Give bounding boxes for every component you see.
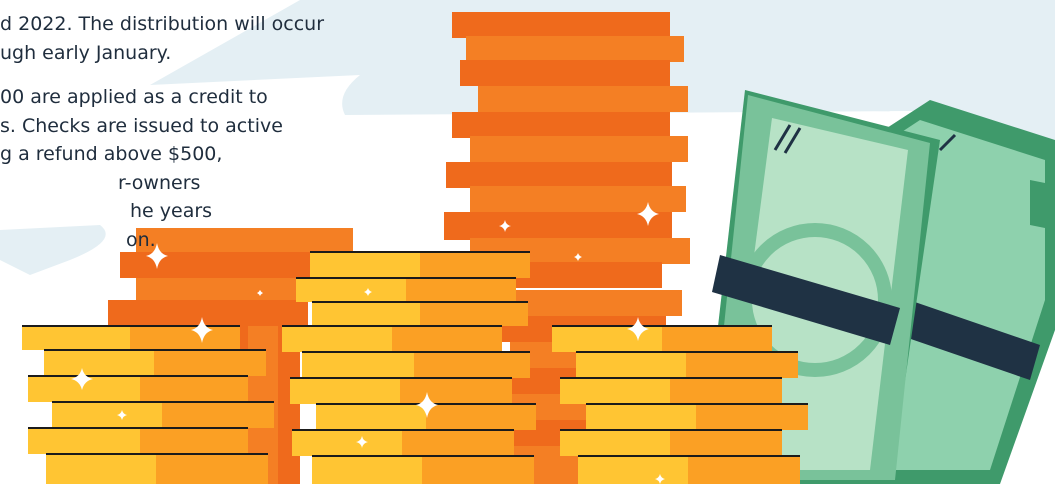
sparkle-icon	[499, 220, 511, 232]
text-line: on.	[126, 228, 156, 251]
sparkle-icon	[574, 253, 582, 261]
sparkle-icon	[146, 243, 168, 269]
sparkle-icon	[71, 368, 93, 390]
text-line: d 2022. The distribution will occur	[0, 13, 325, 35]
text-line: s. Checks are issued to active	[0, 114, 283, 137]
sparkle-icon	[655, 474, 665, 484]
sparkle-icon	[191, 317, 213, 343]
text-line: r-owners	[118, 171, 201, 194]
sparkle-icon	[257, 290, 263, 296]
text-line: g a refund above $500,	[0, 143, 223, 165]
gold-coin-stack-right	[552, 325, 808, 484]
text-line: 00 are applied as a credit to	[0, 86, 268, 108]
sparkle-icon	[356, 436, 368, 448]
sparkle-icon	[364, 288, 372, 296]
text-line: he years	[130, 200, 213, 222]
paragraph-refund-credit: 00 are applied as a credit to s. Checks a…	[0, 83, 440, 254]
gold-coin-stack-left	[22, 325, 274, 484]
sparkle-icon	[637, 202, 659, 226]
paragraph-distribution: d 2022. The distribution will occur ugh e…	[0, 10, 440, 67]
refund-text-block: d 2022. The distribution will occur ugh e…	[0, 0, 440, 268]
sparkle-icon	[627, 317, 649, 341]
sparkle-icon	[416, 392, 438, 418]
text-line: ugh early January.	[0, 41, 172, 64]
sparkle-icon	[117, 410, 127, 420]
gold-coin-stack-middle	[282, 251, 536, 484]
